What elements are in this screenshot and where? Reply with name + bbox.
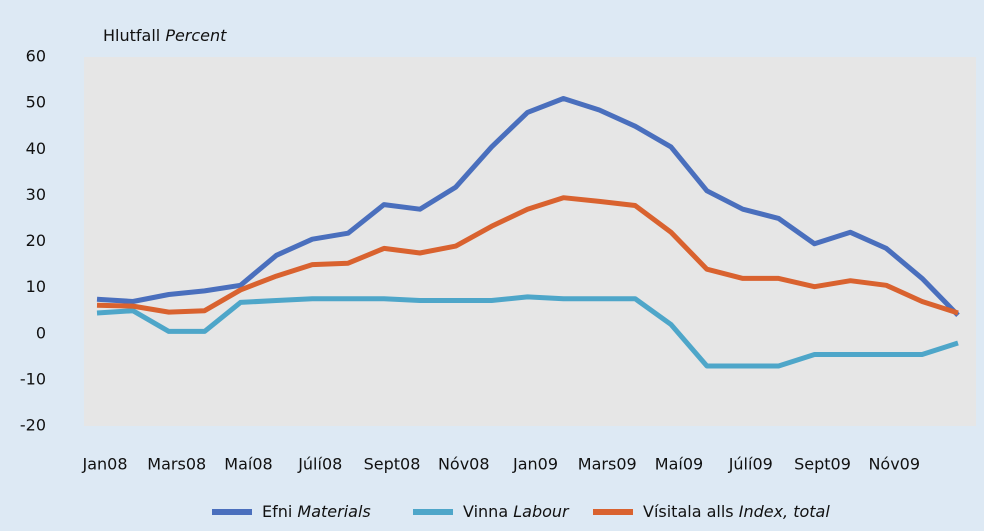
x-tick-label: Mars09 (578, 455, 637, 474)
legend-name: Vísitala alls (643, 502, 734, 521)
line-series (96, 294, 959, 369)
y-tick-label: 60 (26, 47, 46, 66)
y-axis-label: Hlutfall Percent (103, 26, 227, 45)
y-tick-label: 40 (26, 139, 46, 158)
y-tick-label: 50 (26, 93, 46, 112)
line-series (96, 96, 960, 318)
legend-name: Vinna (463, 502, 508, 521)
x-tick-label: Mars08 (147, 455, 206, 474)
x-tick-label: Nóv08 (438, 455, 490, 474)
x-tick-label: Júlí09 (728, 455, 773, 474)
legend-name: Efni (262, 502, 292, 521)
y-tick-label: 20 (26, 231, 46, 250)
y-label-is: Hlutfall (103, 26, 160, 45)
y-tick-label: -10 (20, 369, 46, 388)
y-tick-label: 10 (26, 277, 46, 296)
legend-label: Vinna Labour (463, 502, 570, 521)
x-tick-label: Maí08 (224, 455, 272, 474)
legend-name-en: Materials (297, 502, 370, 521)
x-tick-label: Maí09 (655, 455, 703, 474)
legend-name-en: Index, total (739, 502, 831, 521)
x-tick-label: Jan09 (512, 455, 558, 474)
y-label-en: Percent (165, 26, 227, 45)
y-tick-label: 30 (26, 185, 46, 204)
x-tick-label: Jan08 (81, 455, 127, 474)
x-tick-label: Júlí08 (297, 455, 342, 474)
x-tick-label: Sept09 (794, 455, 851, 474)
line-series (96, 195, 959, 316)
x-tick-label: Sept08 (364, 455, 421, 474)
y-tick-label: 0 (36, 323, 46, 342)
x-tick-label: Nóv09 (868, 455, 920, 474)
legend-label: Efni Materials (262, 502, 371, 521)
legend-label: Vísitala alls Index, total (643, 502, 830, 521)
y-tick-label: -20 (20, 416, 46, 435)
legend-name-en: Labour (513, 502, 570, 521)
